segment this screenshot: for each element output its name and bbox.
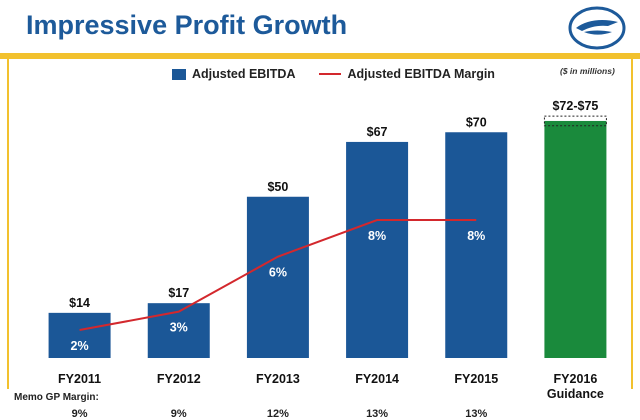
memo-value: 9% — [71, 408, 88, 420]
bar-value-label: $50 — [267, 180, 288, 194]
ebitda-bar — [346, 141, 409, 358]
category-label: Guidance — [547, 387, 604, 401]
bar-value-label: $17 — [168, 286, 189, 300]
margin-value-label: 3% — [170, 321, 188, 335]
header-band — [0, 0, 640, 52]
category-label: FY2015 — [454, 372, 498, 386]
stylized-bird-logo-icon — [568, 6, 626, 50]
units-note: ($ in millions) — [560, 66, 615, 76]
frame-right-border — [631, 59, 633, 389]
bar-value-label: $72-$75 — [552, 99, 598, 113]
category-label: FY2016 — [554, 372, 598, 386]
legend-swatch-bar — [172, 68, 186, 80]
legend-swatch-line — [319, 73, 342, 75]
memo-value: 9% — [170, 408, 187, 420]
legend-item-margin: Adjusted EBITDA Margin — [319, 67, 495, 81]
memo-value: 13% — [465, 408, 488, 420]
legend-label-margin: Adjusted EBITDA Margin — [347, 67, 495, 81]
margin-value-label: 8% — [467, 229, 485, 243]
margin-value-label: 8% — [368, 229, 386, 243]
frame-left-border — [7, 59, 9, 389]
memo-value: 12% — [266, 408, 289, 420]
category-label: FY2012 — [157, 372, 201, 386]
ebitda-bar — [445, 132, 508, 358]
legend-label-ebitda: Adjusted EBITDA — [192, 67, 296, 81]
margin-value-label: 6% — [269, 266, 287, 280]
category-label: FY2011 — [58, 372, 101, 386]
category-label: FY2014 — [355, 372, 399, 386]
margin-value-label: 2% — [71, 339, 89, 353]
legend-item-ebitda: Adjusted EBITDA — [172, 67, 295, 81]
ebitda-bar — [48, 312, 111, 358]
slide-title: Impressive Profit Growth — [26, 10, 348, 40]
ebitda-bar — [246, 196, 309, 358]
guidance-bar — [544, 120, 607, 359]
margin-line — [79, 219, 477, 331]
bar-value-label: $67 — [367, 125, 388, 139]
memo-value: 13% — [366, 408, 389, 420]
chart-legend: Adjusted EBITDA Adjusted EBITDA Margin — [172, 66, 495, 82]
bar-value-label: $70 — [466, 115, 487, 129]
accent-rule — [0, 53, 640, 59]
bar-value-label: $14 — [69, 296, 90, 310]
category-label: FY2013 — [256, 372, 300, 386]
memo-label: Memo GP Margin: — [14, 392, 99, 403]
